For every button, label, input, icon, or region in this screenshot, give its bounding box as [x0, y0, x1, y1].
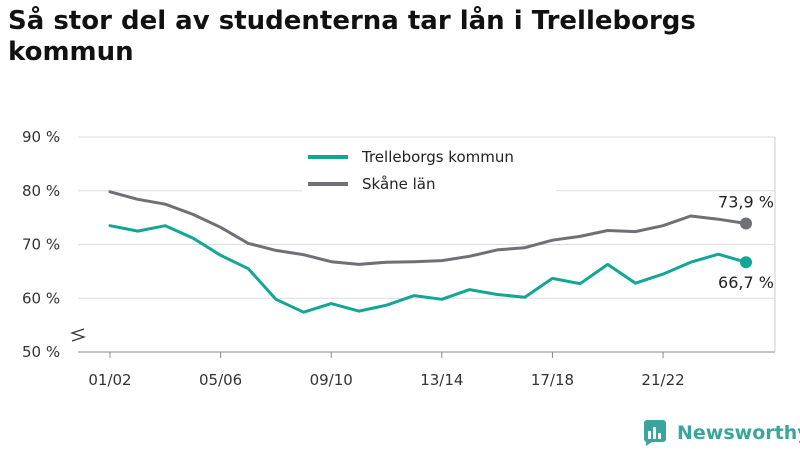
brand-name: Newsworthy — [677, 422, 800, 444]
series-end-point — [740, 256, 752, 269]
series-end-point — [740, 217, 752, 230]
series-lines — [108, 190, 752, 314]
x-tick-label: 13/14 — [420, 371, 463, 389]
end-value-label: 66,7 % — [718, 273, 774, 292]
x-tick-label: 01/02 — [88, 371, 131, 389]
end-value-label: 73,9 % — [718, 193, 774, 212]
end-labels: 66,7 % 73,9 % — [718, 193, 774, 293]
x-tick-label: 05/06 — [199, 371, 242, 389]
legend-label: Skåne län — [362, 175, 436, 193]
bar-chart-logo-icon — [644, 420, 666, 446]
chart-title: Så stor del av studenterna tar lån i Tre… — [8, 6, 696, 67]
x-tick-label: 17/18 — [531, 371, 574, 389]
line-chart: 50 % 60 % 70 % 80 % 90 % 01/02 05/06 09/10 13/14… — [22, 128, 776, 389]
legend: Trelleborgs kommun Skåne län — [302, 145, 556, 193]
x-tick-label: 09/10 — [310, 371, 353, 389]
y-tick-label: 50 % — [22, 343, 60, 361]
y-tick-label: 90 % — [22, 128, 60, 146]
y-tick-label: 60 % — [22, 289, 60, 307]
legend-label: Trelleborgs kommun — [361, 148, 514, 166]
series-line — [108, 224, 748, 314]
brand-logo: Newsworthy — [644, 420, 800, 446]
y-tick-label: 70 % — [22, 236, 60, 254]
y-tick-label: 80 % — [22, 182, 60, 200]
x-tick-label: 21/22 — [641, 371, 684, 389]
axes: 50 % 60 % 70 % 80 % 90 % 01/02 05/06 09/10 13/14… — [22, 128, 776, 389]
series-line — [108, 190, 748, 266]
axis-break-icon — [70, 328, 86, 342]
